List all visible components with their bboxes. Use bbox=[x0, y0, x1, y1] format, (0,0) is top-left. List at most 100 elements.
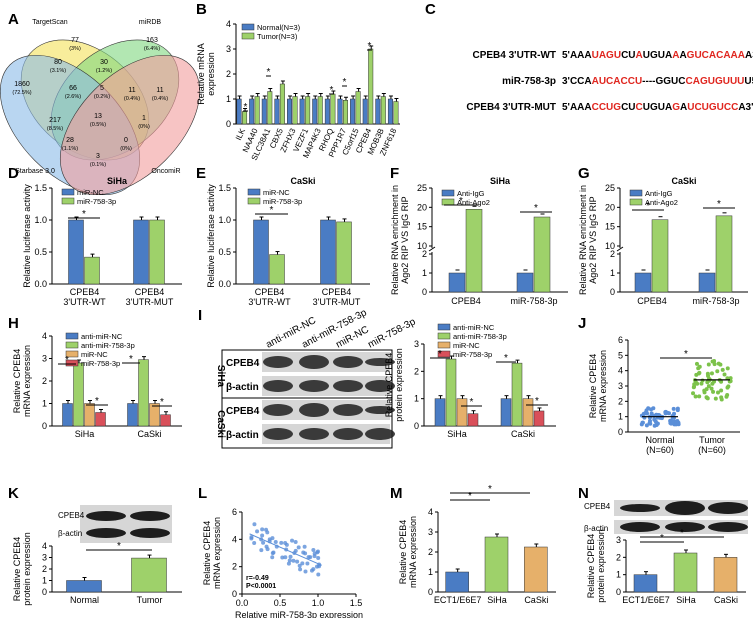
venn-region-count: 163 bbox=[146, 37, 158, 44]
x-tick-label: SiHa bbox=[75, 429, 95, 439]
y-tick-label: 2 bbox=[610, 249, 615, 259]
x-tick-label: CPEB4 bbox=[637, 296, 667, 306]
blot-band bbox=[665, 522, 705, 532]
correlation-p: P<0.0001 bbox=[246, 583, 276, 590]
bar bbox=[62, 403, 73, 427]
y-tick-label: 2 bbox=[618, 396, 623, 406]
y-axis-label: Relative CPEB4 bbox=[398, 520, 408, 585]
panel-label-K: K bbox=[8, 485, 19, 502]
significance-star: * bbox=[330, 85, 334, 96]
significance-star: * bbox=[660, 533, 664, 544]
y-tick-label: 2 bbox=[428, 547, 433, 557]
data-point bbox=[298, 567, 303, 572]
significance-star: * bbox=[244, 102, 248, 113]
sequence-segment: UAGU bbox=[592, 50, 621, 61]
y-tick-label: 0 bbox=[616, 587, 621, 597]
y-tick-label: 2 bbox=[42, 376, 47, 386]
blot-band bbox=[333, 404, 363, 416]
chart-G: 0 1 210 15 20 25 Relative RNA enrichment in Ago… bbox=[578, 176, 748, 306]
data-point bbox=[705, 396, 710, 401]
bar bbox=[467, 413, 479, 427]
y-tick-label: 0 bbox=[232, 589, 237, 599]
data-point bbox=[719, 395, 724, 400]
data-point bbox=[261, 540, 266, 545]
blot-band bbox=[365, 358, 395, 366]
blot-band bbox=[333, 380, 363, 392]
legend-entry: miR-NC bbox=[81, 350, 108, 359]
bar bbox=[393, 101, 399, 125]
bar bbox=[368, 48, 374, 125]
data-point bbox=[280, 555, 285, 560]
y-tick-label: 0.5 bbox=[34, 247, 47, 257]
data-point bbox=[260, 527, 265, 532]
x-tick-label: CPEB4 bbox=[70, 287, 100, 297]
chart-H: 0 1 2 3 4 Relative CPEB4 mRNA expression SiHa Ca… bbox=[12, 331, 182, 439]
y-tick-label: 3 bbox=[616, 535, 621, 545]
y-axis-label: Relative CPEB4 bbox=[586, 534, 596, 599]
legend-swatch bbox=[441, 189, 455, 197]
data-point bbox=[715, 390, 720, 395]
bar bbox=[355, 91, 361, 125]
data-point bbox=[286, 561, 291, 566]
x-tick-label: Tumor bbox=[137, 595, 163, 605]
bar bbox=[73, 362, 84, 427]
blot-band bbox=[86, 511, 126, 521]
data-point bbox=[283, 540, 288, 545]
bar bbox=[511, 362, 523, 427]
y-axis-label: protein expression bbox=[22, 532, 32, 606]
y-axis-label: protein expression bbox=[394, 348, 404, 422]
data-point bbox=[697, 364, 702, 369]
blot-band bbox=[708, 502, 748, 514]
data-point bbox=[670, 419, 675, 424]
y-tick-label: 2 bbox=[616, 552, 621, 562]
significance-star: * bbox=[468, 491, 472, 502]
venn-region-pct: (2.6%) bbox=[65, 94, 81, 100]
bar bbox=[305, 96, 311, 125]
legend-entry: miR-758-3p bbox=[453, 350, 492, 359]
significance-star: * bbox=[160, 397, 164, 408]
panel-label-L: L bbox=[198, 485, 207, 502]
y-axis-label: Ago2 RIP VS IgG RIP bbox=[400, 196, 410, 283]
data-point bbox=[699, 381, 704, 386]
legend-swatch bbox=[241, 23, 255, 31]
blot-band bbox=[263, 404, 293, 416]
venn-ellipse-oncomir bbox=[59, 54, 201, 196]
data-point bbox=[255, 529, 260, 534]
significance-star: * bbox=[267, 67, 271, 78]
venn-region-pct: (6.4%) bbox=[144, 46, 160, 52]
y-tick-label: 4 bbox=[232, 534, 237, 544]
y-tick-label: 0.0 bbox=[218, 279, 231, 289]
blot-band bbox=[333, 428, 363, 440]
blot-band bbox=[263, 380, 293, 392]
data-point bbox=[639, 422, 644, 427]
sequence-segment: A bbox=[636, 50, 643, 61]
blot-band bbox=[708, 522, 748, 532]
bar bbox=[299, 98, 305, 125]
y-tick-label: 3 bbox=[428, 527, 433, 537]
x-tick-label: miR-758-3p bbox=[692, 296, 739, 306]
data-point bbox=[675, 418, 680, 423]
x-tick-label: CPEB4 bbox=[451, 296, 481, 306]
data-point bbox=[694, 361, 699, 366]
y-tick-label: 1 bbox=[226, 94, 231, 104]
sequence-segment: UGUA bbox=[643, 50, 672, 61]
significance-star: * bbox=[646, 201, 650, 212]
regression-line bbox=[249, 533, 322, 566]
y-tick-label: 1 bbox=[610, 268, 615, 278]
x-tick-label: Normal bbox=[70, 595, 99, 605]
data-point bbox=[670, 413, 675, 418]
x-tick-label: 3'UTR-MUT bbox=[313, 297, 361, 307]
x-tick-label: CPEB4 bbox=[135, 287, 165, 297]
sequence-segment: 3'CCA bbox=[562, 76, 592, 87]
significance-star: * bbox=[534, 203, 538, 214]
x-tick-label: 0.5 bbox=[274, 598, 287, 608]
x-tick-label: Normal bbox=[645, 435, 674, 445]
y-tick-label: 1 bbox=[618, 412, 623, 422]
y-tick-label: 2 bbox=[422, 249, 427, 259]
chart-title: CaSki bbox=[290, 176, 315, 186]
data-point bbox=[653, 419, 658, 424]
legend-swatch bbox=[629, 189, 643, 197]
sequence-segment: A bbox=[680, 102, 687, 113]
chart-I: 0 1 2 3 Relative CPEB4 protein expression SiHa… bbox=[384, 323, 556, 439]
bar bbox=[484, 536, 509, 593]
